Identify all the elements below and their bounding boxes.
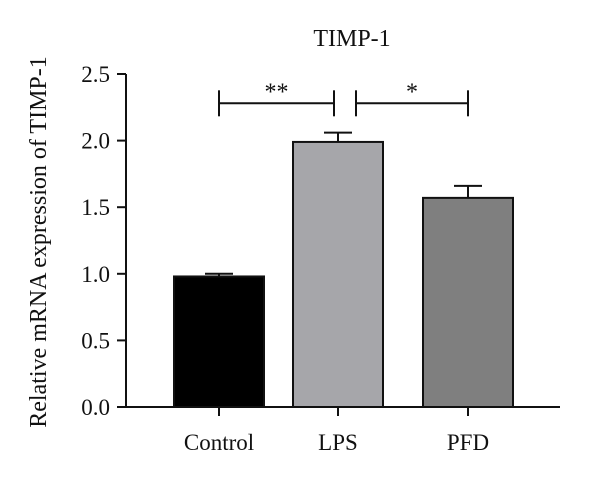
bar-lps (292, 140, 384, 408)
x-tick-label: PFD (447, 430, 489, 455)
y-tick-label: 1.0 (81, 262, 110, 287)
y-tick-labels: 0.0 0.5 1.0 1.5 2.0 2.5 (81, 62, 110, 420)
x-tick-label: Control (184, 430, 254, 455)
y-tick-label: 1.5 (81, 195, 110, 220)
y-axis-label: Relative mRNA expression of TIMP-1 (26, 56, 52, 428)
y-tick-label: 2.0 (81, 129, 110, 154)
bar-control (173, 275, 265, 408)
significance-label: * (406, 79, 418, 105)
y-tick-label: 0.5 (81, 328, 110, 353)
bars (173, 140, 514, 408)
x-tick-label: LPS (318, 430, 358, 455)
significance-brackets: ** * (218, 79, 469, 117)
significance-label: ** (265, 79, 289, 105)
y-tick-label: 2.5 (81, 62, 110, 87)
y-tick-label: 0.0 (81, 395, 110, 420)
bar-pfd (422, 196, 514, 408)
x-tick-labels: Control LPS PFD (184, 430, 489, 455)
error-bars (205, 131, 482, 277)
chart-title: TIMP-1 (313, 26, 390, 52)
